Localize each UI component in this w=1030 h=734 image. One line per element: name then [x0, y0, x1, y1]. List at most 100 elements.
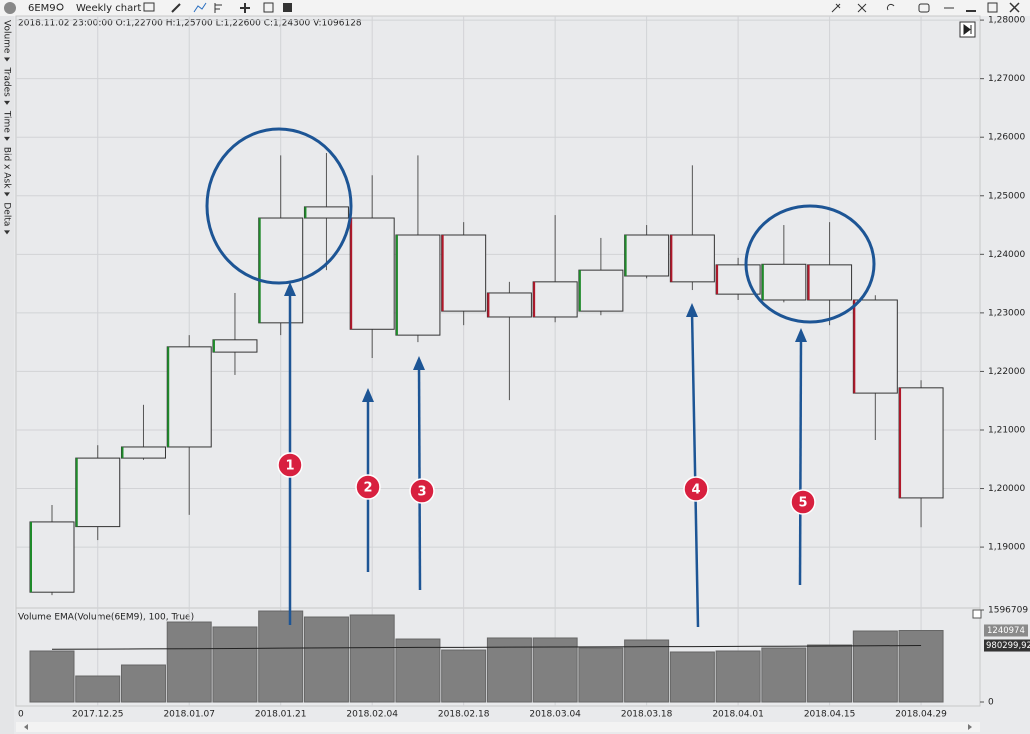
annotation-badge	[409, 478, 435, 504]
side-tab[interactable]: Time	[2, 110, 12, 133]
icon[interactable]	[214, 3, 222, 13]
annotation-badge	[683, 476, 709, 502]
scrollbar[interactable]	[16, 722, 980, 732]
y-tick-label: 1,22000	[988, 367, 1025, 377]
candle-body	[258, 217, 304, 324]
x-tick-label: 2018.03.18	[621, 710, 673, 720]
candle-body	[395, 234, 441, 336]
icon[interactable]	[143, 2, 155, 12]
close[interactable]	[1009, 2, 1020, 13]
x-tick-label: 2018.02.18	[438, 710, 490, 720]
volume-bar	[761, 647, 807, 703]
candle-body	[852, 299, 898, 394]
volume-bar	[578, 647, 624, 703]
candle-body	[898, 387, 944, 499]
close-indicator[interactable]	[972, 609, 982, 619]
arrow	[798, 335, 803, 586]
candle-body	[349, 217, 395, 330]
candle-body	[486, 292, 532, 318]
annotation-label: 1	[285, 459, 294, 474]
value-label: 980299,92	[986, 641, 1030, 651]
y-tick-label: 0	[988, 698, 994, 708]
y-tick-label: 1,23000	[988, 308, 1025, 318]
candle-body	[624, 234, 670, 277]
volume-bar	[166, 621, 212, 703]
search-icon[interactable]	[56, 3, 64, 11]
candle-body	[75, 457, 121, 528]
annotation-label: 2	[363, 481, 372, 496]
arrow	[690, 310, 700, 628]
volume-bar	[258, 610, 304, 703]
candle-body	[669, 234, 715, 283]
y-tick-label: 1,24000	[988, 250, 1025, 260]
y-tick-label: 1,19000	[988, 543, 1025, 553]
side-tab[interactable]: Delta	[2, 202, 12, 226]
x-tick-label: 2017.12.25	[72, 710, 124, 720]
icon[interactable]	[193, 2, 207, 13]
volume-bar	[75, 675, 121, 703]
annotation-badge	[277, 452, 303, 478]
arrow-head	[795, 328, 807, 342]
candle-body	[807, 264, 853, 301]
y-tick-label: 1,26000	[988, 133, 1025, 143]
y-tick-label: 1,20000	[988, 484, 1025, 494]
info-line: 2018.11.02 23:00:00 O:1,22700 H:1,25700 …	[18, 19, 362, 29]
icon[interactable]	[283, 3, 292, 12]
symbol[interactable]: 6EM9	[28, 3, 56, 14]
value-label: 1240974	[987, 626, 1025, 636]
dropdown-arrow	[4, 230, 10, 235]
x-tick-label: 2018.04.15	[804, 710, 856, 720]
icon[interactable]	[831, 3, 841, 13]
x-tick-label: 2018.04.29	[895, 710, 947, 720]
candle-body	[120, 446, 166, 459]
icon[interactable]	[857, 3, 867, 13]
volume-bar	[441, 649, 487, 703]
candle-body	[212, 339, 258, 353]
y-tick-label: 1,21000	[988, 425, 1025, 435]
value-tag	[984, 639, 1030, 652]
volume-bar	[486, 637, 532, 703]
icon[interactable]	[171, 3, 181, 13]
volume-bar	[852, 630, 898, 703]
app-icon[interactable]	[4, 2, 16, 14]
dropdown-arrow	[4, 192, 10, 197]
icon[interactable]	[886, 3, 895, 11]
volume-bar	[120, 664, 166, 703]
x-start-label: 0	[18, 710, 24, 720]
volume-bar	[303, 616, 349, 703]
chart-selector[interactable]: Weekly chart	[76, 3, 141, 14]
volume-bar	[624, 639, 670, 703]
x-tick-label: 2018.01.07	[163, 710, 215, 720]
candle-body	[532, 281, 578, 318]
x-tick-label: 2018.01.21	[255, 710, 307, 720]
candle-body	[303, 206, 349, 219]
dropdown-arrow	[4, 57, 10, 62]
candle-body	[578, 269, 624, 312]
volume-bar	[395, 638, 441, 703]
side-tabs: Volume Trades Time Bid x Ask Delta	[2, 20, 12, 235]
y-tick-label: 1,25000	[988, 191, 1025, 201]
indicator-title: Volume EMA(Volume(6EM9), 100, True)	[18, 613, 194, 623]
x-tick-label: 2018.04.01	[712, 710, 764, 720]
icon[interactable]	[240, 3, 250, 13]
value-tag	[984, 624, 1028, 637]
annotation-badge	[790, 489, 816, 515]
icon[interactable]	[918, 3, 930, 13]
volume-bar	[807, 644, 853, 703]
arrow	[417, 363, 422, 591]
x-tick-label: 2018.03.04	[529, 710, 581, 720]
side-tab[interactable]: Volume	[2, 20, 12, 54]
volume-bar	[532, 637, 578, 703]
highlight-circle	[744, 204, 876, 324]
y-tick-label: 1,28000	[988, 16, 1025, 26]
volume-bar	[349, 614, 395, 703]
icon[interactable]	[263, 2, 274, 13]
side-tab[interactable]: Trades	[2, 66, 12, 97]
candle-body	[441, 234, 487, 312]
maximize[interactable]	[987, 2, 998, 13]
side-tab[interactable]: Bid x Ask	[2, 147, 12, 189]
icon	[963, 24, 972, 35]
annotation-label: 4	[691, 483, 700, 498]
arrow-head	[284, 282, 296, 296]
